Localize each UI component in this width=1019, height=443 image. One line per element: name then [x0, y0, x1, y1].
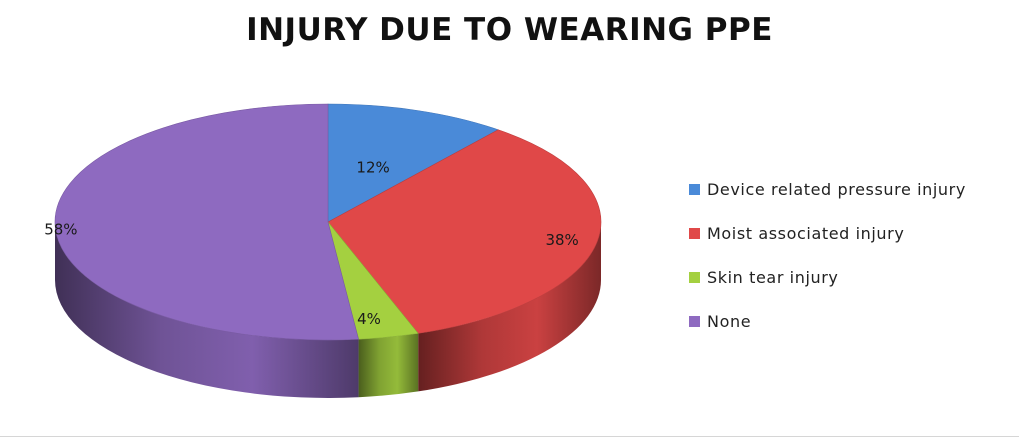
- chart-legend: Device related pressure injury Moist asso…: [689, 178, 966, 354]
- pie-side-moist-associated-injury: [418, 222, 601, 392]
- legend-item-moist-associated-injury: Moist associated injury: [689, 222, 966, 244]
- pie-slice-none: [54, 103, 359, 341]
- pie-slice-moist-associated-injury: [327, 129, 602, 334]
- legend-label: Moist associated injury: [707, 223, 905, 243]
- bottom-divider: [0, 436, 1019, 437]
- chart-title: INJURY DUE TO WEARING PPE: [246, 12, 773, 48]
- legend-swatch: [689, 271, 700, 283]
- data-label-device-related-pressure-injury: 12%: [356, 158, 389, 176]
- data-label-none: 58%: [44, 220, 77, 238]
- legend-item-device-related-pressure-injury: Device related pressure injury: [689, 178, 966, 200]
- pie-side-skin-tear-injury: [358, 333, 419, 398]
- pie-side-none: [55, 222, 359, 398]
- legend-label: Skin tear injury: [707, 267, 839, 287]
- legend-item-none: None: [689, 310, 966, 332]
- data-label-moist-associated-injury: 38%: [545, 231, 578, 249]
- legend-swatch: [689, 315, 700, 327]
- data-label-skin-tear-injury: 4%: [357, 310, 381, 328]
- legend-item-skin-tear-injury: Skin tear injury: [689, 266, 966, 288]
- legend-swatch: [689, 227, 700, 239]
- legend-label: None: [707, 311, 752, 331]
- pie-slice-device-related-pressure-injury: [327, 103, 499, 223]
- legend-label: Device related pressure injury: [707, 179, 966, 199]
- legend-swatch: [689, 183, 700, 195]
